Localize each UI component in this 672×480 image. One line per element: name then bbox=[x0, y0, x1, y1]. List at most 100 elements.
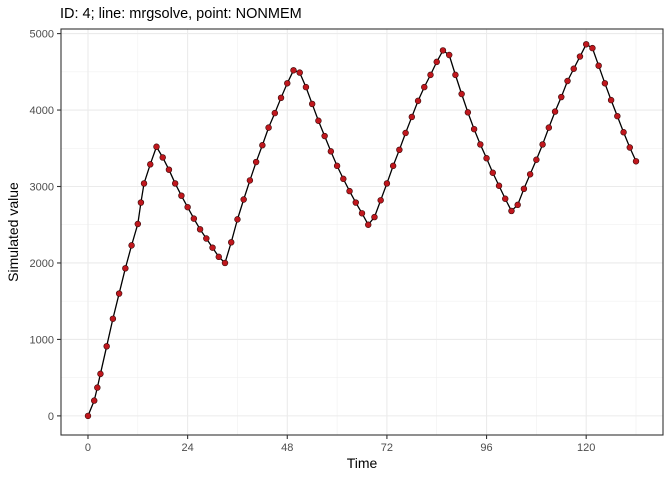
nonmem-point bbox=[246, 177, 254, 184]
nonmem-point bbox=[408, 113, 416, 121]
nonmem-point bbox=[277, 94, 285, 102]
nonmem-point bbox=[91, 397, 98, 404]
y-tick-label: 4000 bbox=[30, 105, 54, 117]
x-axis: 0 24 48 72 96 120 bbox=[85, 435, 595, 454]
nonmem-point bbox=[452, 71, 459, 79]
nonmem-point bbox=[470, 125, 478, 133]
nonmem-point bbox=[626, 144, 633, 151]
nonmem-point bbox=[137, 199, 145, 206]
nonmem-point bbox=[321, 132, 328, 140]
y-axis-title: Simulated value bbox=[5, 182, 21, 282]
x-tick-label: 96 bbox=[480, 442, 492, 454]
nonmem-point bbox=[389, 162, 397, 170]
nonmem-point bbox=[103, 343, 110, 350]
nonmem-point bbox=[140, 180, 148, 187]
y-axis: 0 1000 2000 3000 4000 5000 bbox=[30, 29, 61, 423]
nonmem-point bbox=[221, 259, 229, 267]
nonmem-point bbox=[477, 141, 484, 148]
nonmem-point bbox=[265, 124, 272, 131]
nonmem-point bbox=[396, 146, 403, 154]
x-tick-label: 24 bbox=[182, 442, 194, 454]
nonmem-point bbox=[570, 65, 577, 72]
nonmem-point bbox=[153, 143, 160, 150]
nonmem-point bbox=[340, 175, 347, 183]
nonmem-point bbox=[489, 169, 496, 176]
y-tick-label: 0 bbox=[48, 411, 54, 423]
nonmem-point bbox=[445, 51, 453, 59]
x-tick-label: 0 bbox=[85, 442, 91, 454]
x-tick-label: 120 bbox=[577, 442, 595, 454]
nonmem-point bbox=[302, 83, 310, 91]
nonmem-point bbox=[134, 220, 142, 228]
nonmem-point bbox=[533, 156, 540, 163]
nonmem-point bbox=[508, 207, 515, 215]
major-grid bbox=[61, 29, 663, 435]
nonmem-point bbox=[315, 117, 322, 124]
nonmem-point bbox=[240, 196, 247, 203]
nonmem-point bbox=[458, 90, 465, 98]
nonmem-point bbox=[346, 187, 353, 195]
nonmem-point bbox=[620, 129, 627, 136]
nonmem-point bbox=[365, 221, 372, 228]
y-tick-label: 2000 bbox=[30, 258, 54, 270]
nonmem-point bbox=[209, 244, 216, 251]
nonmem-point bbox=[296, 69, 303, 76]
nonmem-point bbox=[122, 265, 129, 272]
nonmem-point bbox=[427, 71, 434, 79]
nonmem-point bbox=[165, 166, 173, 173]
nonmem-point bbox=[576, 53, 584, 60]
plot-border bbox=[60, 28, 664, 436]
nonmem-point bbox=[190, 215, 198, 222]
nonmem-point bbox=[464, 109, 472, 116]
nonmem-point bbox=[495, 182, 503, 189]
nonmem-point bbox=[607, 96, 615, 104]
minor-grid bbox=[61, 29, 663, 435]
nonmem-point bbox=[147, 161, 154, 168]
nonmem-point bbox=[290, 67, 297, 74]
nonmem-point bbox=[614, 112, 621, 120]
nonmem-point bbox=[97, 370, 104, 378]
y-tick-label: 5000 bbox=[30, 29, 54, 41]
nonmem-point bbox=[184, 203, 191, 211]
nonmem-point bbox=[327, 148, 335, 155]
nonmem-point bbox=[433, 58, 440, 66]
nonmem-point bbox=[271, 109, 279, 117]
nonmem-point bbox=[171, 180, 179, 187]
nonmem-point bbox=[178, 192, 185, 199]
nonmem-point bbox=[308, 100, 316, 108]
nonmem-point bbox=[402, 129, 409, 137]
nonmem-point bbox=[228, 239, 235, 246]
nonmem-point bbox=[333, 162, 341, 170]
nonmem-point bbox=[252, 158, 260, 166]
nonmem-point bbox=[159, 154, 166, 161]
nonmem-point bbox=[84, 412, 92, 420]
nonmem-point bbox=[601, 80, 609, 87]
nonmem-point bbox=[414, 97, 422, 105]
nonmem-point bbox=[259, 142, 266, 149]
nonmem-point bbox=[215, 253, 222, 261]
series-points-group bbox=[84, 41, 640, 420]
nonmem-point bbox=[545, 124, 553, 131]
nonmem-point bbox=[196, 226, 204, 233]
nonmem-point bbox=[595, 62, 602, 69]
nonmem-point bbox=[439, 47, 447, 54]
nonmem-point bbox=[284, 80, 291, 87]
nonmem-point bbox=[377, 197, 384, 204]
nonmem-point bbox=[128, 242, 135, 249]
nonmem-point bbox=[582, 41, 590, 48]
nonmem-point bbox=[352, 199, 359, 206]
nonmem-point bbox=[558, 93, 565, 101]
nonmem-point bbox=[632, 158, 640, 165]
nonmem-point bbox=[371, 213, 378, 221]
nonmem-point bbox=[483, 155, 490, 162]
x-tick-label: 72 bbox=[381, 442, 393, 454]
nonmem-point bbox=[358, 210, 366, 217]
nonmem-point bbox=[203, 235, 210, 242]
nonmem-point bbox=[564, 77, 571, 85]
nonmem-point bbox=[589, 44, 596, 52]
x-tick-label: 48 bbox=[281, 442, 293, 454]
nonmem-point bbox=[94, 384, 101, 391]
nonmem-point bbox=[115, 290, 123, 297]
nonmem-point bbox=[109, 315, 117, 322]
